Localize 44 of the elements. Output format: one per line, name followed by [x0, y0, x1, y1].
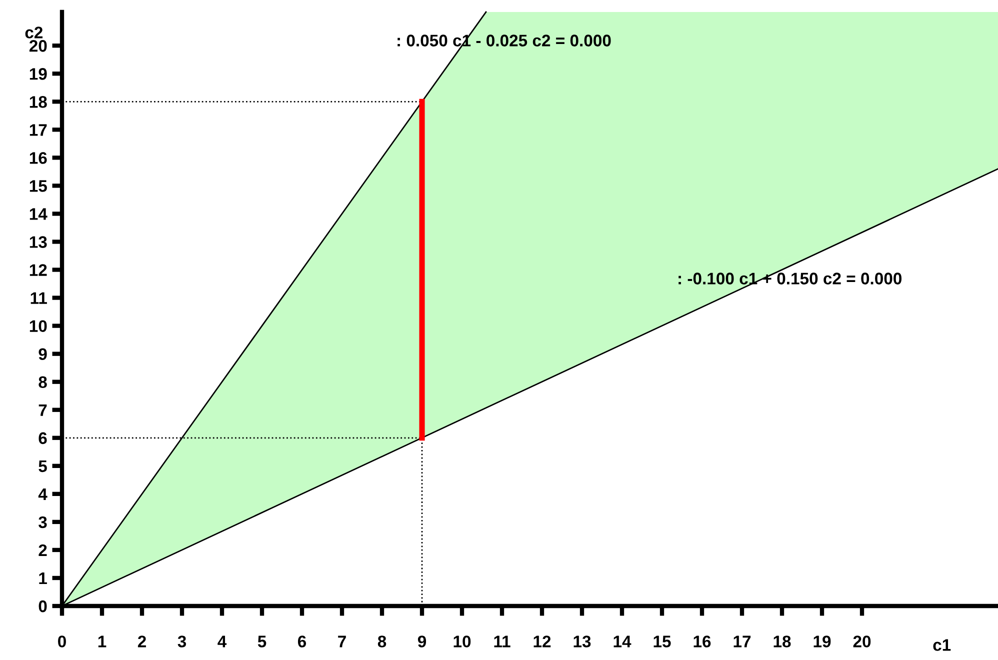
x-tick-label: 3: [178, 636, 186, 648]
x-tick-label: 17: [734, 636, 751, 648]
y-tick-label: 4: [38, 488, 48, 500]
x-tick-label: 7: [338, 636, 346, 648]
y-tick-label: 5: [38, 460, 47, 472]
y-tick-label: 16: [30, 152, 47, 164]
y-tick-label: 20: [29, 40, 47, 52]
x-axis-title: c1: [933, 639, 951, 651]
y-tick-label: 13: [30, 236, 47, 248]
x-tick-label: 11: [494, 636, 510, 648]
y-tick-label: 0: [38, 600, 47, 612]
x-tick-label: 12: [534, 636, 551, 648]
y-tick-label: 1: [39, 572, 47, 584]
y-tick-label: 2: [38, 544, 47, 556]
y-tick-label: 17: [30, 124, 47, 136]
x-tick-label: 20: [853, 636, 871, 648]
x-tick-label: 9: [418, 636, 426, 648]
y-tick-label: 14: [30, 208, 48, 220]
x-tick-label: 0: [58, 636, 66, 648]
y-tick-label: 12: [30, 264, 47, 276]
y-tick-label: 11: [30, 292, 47, 304]
x-tick-label: 8: [378, 636, 386, 648]
x-tick-label: 16: [694, 636, 711, 648]
y-tick-label: 6: [38, 432, 47, 444]
y-tick-label: 9: [38, 348, 47, 360]
y-tick-label: 10: [30, 320, 47, 332]
y-tick-label: 8: [38, 376, 47, 388]
y-tick-label: 3: [38, 516, 47, 528]
y-axis-title: c2: [25, 26, 43, 38]
x-tick-label: 18: [774, 636, 791, 648]
y-tick-label: 7: [38, 404, 47, 416]
y-tick-label: 18: [30, 96, 47, 108]
x-tick-label: 10: [454, 636, 471, 648]
x-tick-label: 14: [614, 636, 632, 648]
y-tick-label: 19: [30, 68, 47, 80]
x-tick-label: 2: [138, 636, 146, 648]
x-tick-label: 5: [258, 636, 266, 648]
x-tick-label: 6: [298, 636, 306, 648]
y-tick-label: 15: [30, 180, 47, 192]
x-tick-label: 13: [574, 636, 591, 648]
x-tick-label: 19: [814, 636, 831, 648]
x-tick-label: 1: [98, 636, 106, 648]
x-tick-label: 15: [654, 636, 671, 648]
x-tick-label: 4: [218, 636, 227, 648]
